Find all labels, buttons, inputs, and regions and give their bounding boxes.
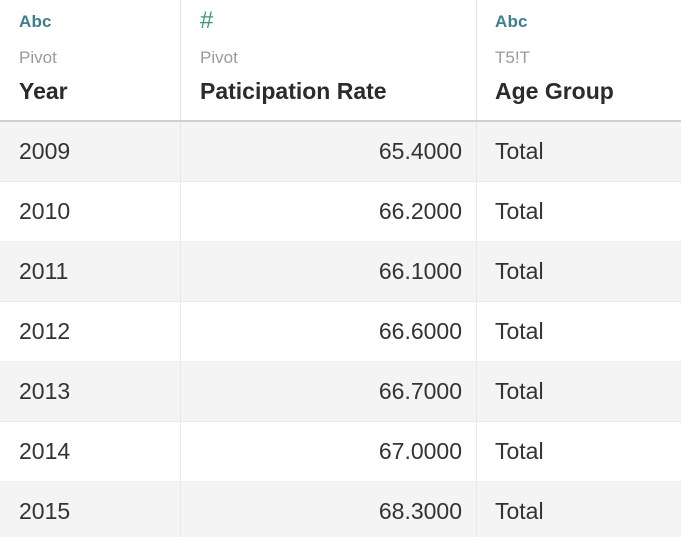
column-header-year[interactable]: Abc Pivot Year bbox=[0, 0, 181, 120]
number-type-icon[interactable]: # bbox=[200, 7, 214, 34]
age-group-cell[interactable]: Total bbox=[495, 198, 544, 224]
column-source-label: Pivot bbox=[200, 48, 238, 67]
rate-cell[interactable]: 65.4000 bbox=[181, 122, 477, 181]
column-header-participation-rate[interactable]: # Pivot Paticipation Rate bbox=[181, 0, 477, 120]
column-field-name: Paticipation Rate bbox=[200, 78, 387, 104]
rate-cell[interactable]: 66.7000 bbox=[181, 362, 477, 421]
column-field-name: Year bbox=[19, 78, 68, 104]
table-row[interactable]: 2010 66.2000 Total bbox=[0, 182, 681, 242]
year-cell[interactable]: 2012 bbox=[0, 302, 181, 361]
age-group-cell[interactable]: Total bbox=[495, 378, 544, 404]
column-source-label: Pivot bbox=[19, 48, 57, 67]
table-row[interactable]: 2011 66.1000 Total bbox=[0, 242, 681, 302]
table-row[interactable]: 2013 66.7000 Total bbox=[0, 362, 681, 422]
table-row[interactable]: 2009 65.4000 Total bbox=[0, 122, 681, 182]
year-cell[interactable]: 2014 bbox=[0, 422, 181, 481]
year-cell[interactable]: 2013 bbox=[0, 362, 181, 421]
year-cell[interactable]: 2011 bbox=[0, 242, 181, 301]
string-type-icon[interactable]: Abc bbox=[495, 12, 528, 31]
string-type-icon[interactable]: Abc bbox=[19, 12, 52, 31]
rate-cell[interactable]: 67.0000 bbox=[181, 422, 477, 481]
age-group-cell[interactable]: Total bbox=[495, 258, 544, 284]
grid-rows: 2009 65.4000 Total 2010 66.2000 Total 20… bbox=[0, 122, 681, 537]
rate-cell[interactable]: 66.6000 bbox=[181, 302, 477, 361]
rate-cell[interactable]: 68.3000 bbox=[181, 482, 477, 537]
grid-header: Abc Pivot Year # Pivot Paticipation Rate… bbox=[0, 0, 681, 122]
rate-cell[interactable]: 66.2000 bbox=[181, 182, 477, 241]
table-row[interactable]: 2014 67.0000 Total bbox=[0, 422, 681, 482]
age-group-cell[interactable]: Total bbox=[495, 498, 544, 524]
column-source-label: T5!T bbox=[495, 48, 530, 67]
column-header-age-group[interactable]: Abc T5!T Age Group bbox=[477, 0, 681, 120]
year-cell[interactable]: 2015 bbox=[0, 482, 181, 537]
age-group-cell[interactable]: Total bbox=[495, 438, 544, 464]
rate-cell[interactable]: 66.1000 bbox=[181, 242, 477, 301]
column-field-name: Age Group bbox=[495, 78, 614, 104]
table-row[interactable]: 2012 66.6000 Total bbox=[0, 302, 681, 362]
age-group-cell[interactable]: Total bbox=[495, 138, 544, 164]
table-row[interactable]: 2015 68.3000 Total bbox=[0, 482, 681, 537]
age-group-cell[interactable]: Total bbox=[495, 318, 544, 344]
year-cell[interactable]: 2009 bbox=[0, 122, 181, 181]
year-cell[interactable]: 2010 bbox=[0, 182, 181, 241]
